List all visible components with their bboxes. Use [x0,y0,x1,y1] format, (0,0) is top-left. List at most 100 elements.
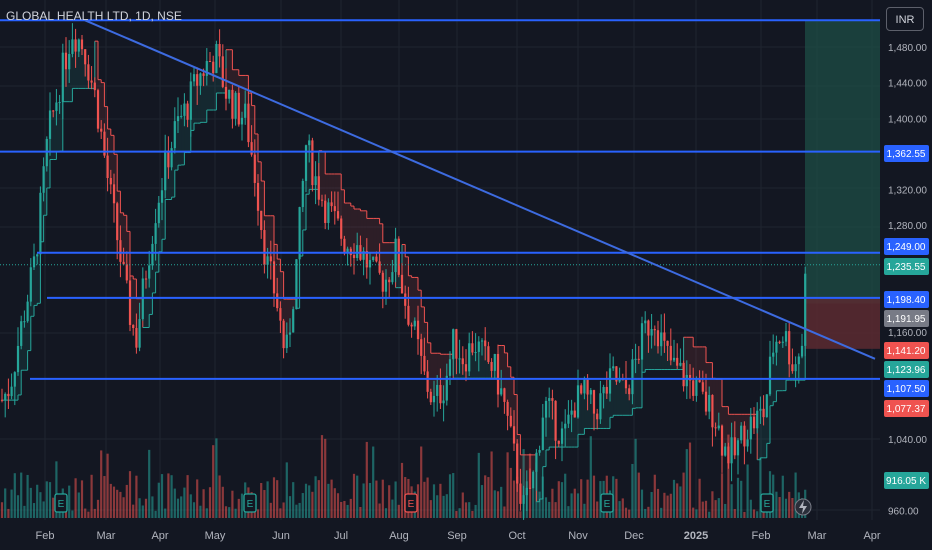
x-tick-label: Nov [568,530,588,542]
ribbon-fill [770,356,774,406]
candle-body [480,340,484,342]
ribbon-fill [693,346,697,396]
candle-body [400,274,404,294]
earnings-label: E [764,499,771,510]
volume-bar [554,502,557,518]
candle-body [288,332,292,335]
volume-bar [183,487,186,518]
candle-body [733,437,736,456]
ribbon-fill [779,342,783,391]
ribbon-fill [472,352,476,379]
candle-body [250,142,253,155]
ribbon-fill [14,372,18,401]
candle-body [320,199,324,201]
ribbon-fill [466,371,470,379]
ribbon-fill [232,69,236,119]
candle-body [692,380,695,396]
candle-body [775,341,778,353]
x-tick-label: Dec [624,530,644,542]
ribbon-fill [136,298,140,348]
volume-bar [688,442,692,518]
volume-bar [103,476,106,518]
ribbon-fill [414,277,418,321]
ribbon-fill [389,242,393,283]
volume-bar [388,485,391,518]
volume-bar [372,446,375,518]
candle-body [160,190,164,203]
candle-body [576,385,580,418]
volume-bar [740,480,743,518]
ribbon-fill [101,82,105,132]
candle-body [346,248,349,253]
volume-bar [167,473,170,518]
ribbon-fill [523,454,527,496]
volume-bar [240,493,244,518]
volume-bar [736,477,740,518]
ribbon-fill [750,414,754,417]
ribbon-fill [392,242,396,273]
candle-body [4,393,7,401]
ribbon-fill [603,386,607,429]
candle-body [96,90,100,129]
volume-bar [301,493,304,518]
candle-body [125,264,128,281]
candle-body [778,341,781,343]
volume-bar [71,510,74,518]
volume-bar [522,449,525,518]
volume-bar [666,495,669,518]
ribbon-fill [760,408,764,458]
volume-bar [36,484,39,518]
ribbon-fill [149,265,153,315]
price-label-text: 1,191.95 [887,314,926,325]
ribbon-fill [21,321,25,371]
price-label: 1,191.95 [884,310,929,327]
candle-body [407,305,410,325]
candle-body [516,443,519,484]
trend-line [84,19,876,360]
ribbon-fill [485,346,489,379]
candle-body [378,261,381,273]
ribbon-fill [667,345,671,370]
candle-body [650,329,653,336]
currency-button[interactable]: INR [886,7,924,31]
ribbon-fill [510,377,514,427]
price-label-text: 1,249.00 [887,242,926,253]
candle-body [640,323,644,360]
ribbon-fill [405,256,409,306]
candle-body [586,379,589,395]
ribbon-fill [590,390,594,429]
volume-bar [10,489,13,518]
volume-bar [93,508,96,518]
candle-body [132,324,135,329]
ribbon-fill [408,275,412,325]
ribbon-fill [578,385,582,435]
candle-body [356,245,359,259]
ribbon-fill [264,215,268,265]
price-axis: 1,480.00 1,440.00 1,400.00 1,320.00 1,280.00… [888,43,927,517]
y-tick-label: 1,040.00 [888,435,927,446]
volume-bar [461,492,464,518]
volume-bar [125,484,128,518]
candle-body [804,273,807,346]
ribbon-fill [277,259,281,309]
candle-body [701,382,704,392]
candle-body [39,192,42,255]
candle-body [528,487,532,489]
volume-bar [532,488,535,518]
ribbon-fill [222,86,226,93]
volume-bar [615,478,618,518]
ribbon-fill [616,381,620,416]
volume-bar [151,496,154,518]
ribbon-fill [88,80,92,89]
volume-bar [464,502,468,518]
candle-body [231,89,234,119]
ribbon-fill [94,41,98,91]
ribbon-fill [341,189,345,239]
volume-bar [551,488,554,518]
candle-body [84,49,87,65]
candle-body [615,366,618,382]
ribbon-fill [542,417,546,467]
volume-bar [208,487,212,518]
